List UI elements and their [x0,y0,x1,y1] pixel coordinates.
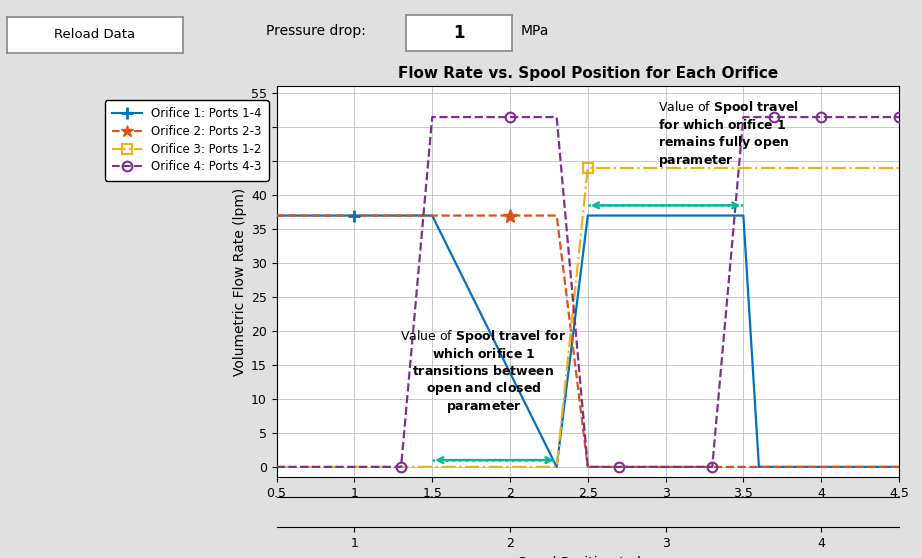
Text: MPa: MPa [521,24,550,39]
Text: Pressure drop:: Pressure drop: [266,24,365,39]
X-axis label: Spool Position Index: Spool Position Index [518,556,657,558]
Text: Value of $\mathbf{Spool\ travel\ for}$
$\mathbf{which\ orifice\ 1}$
$\mathbf{tra: Value of $\mathbf{Spool\ travel\ for}$ $… [400,328,567,415]
Y-axis label: Volumetric Flow Rate (lpm): Volumetric Flow Rate (lpm) [232,187,247,376]
X-axis label: Spool Travel (mm): Spool Travel (mm) [525,506,651,519]
Text: Value of $\mathbf{Spool\ travel}$
$\mathbf{for\ which\ orifice\ 1}$
$\mathbf{rem: Value of $\mathbf{Spool\ travel}$ $\math… [657,99,798,170]
Title: Flow Rate vs. Spool Position for Each Orifice: Flow Rate vs. Spool Position for Each Or… [397,66,778,81]
Text: 1: 1 [453,24,465,42]
Legend: Orifice 1: Ports 1-4, Orifice 2: Ports 2-3, Orifice 3: Ports 1-2, Orifice 4: Por: Orifice 1: Ports 1-4, Orifice 2: Ports 2… [105,100,268,181]
Text: Reload Data: Reload Data [54,28,136,41]
